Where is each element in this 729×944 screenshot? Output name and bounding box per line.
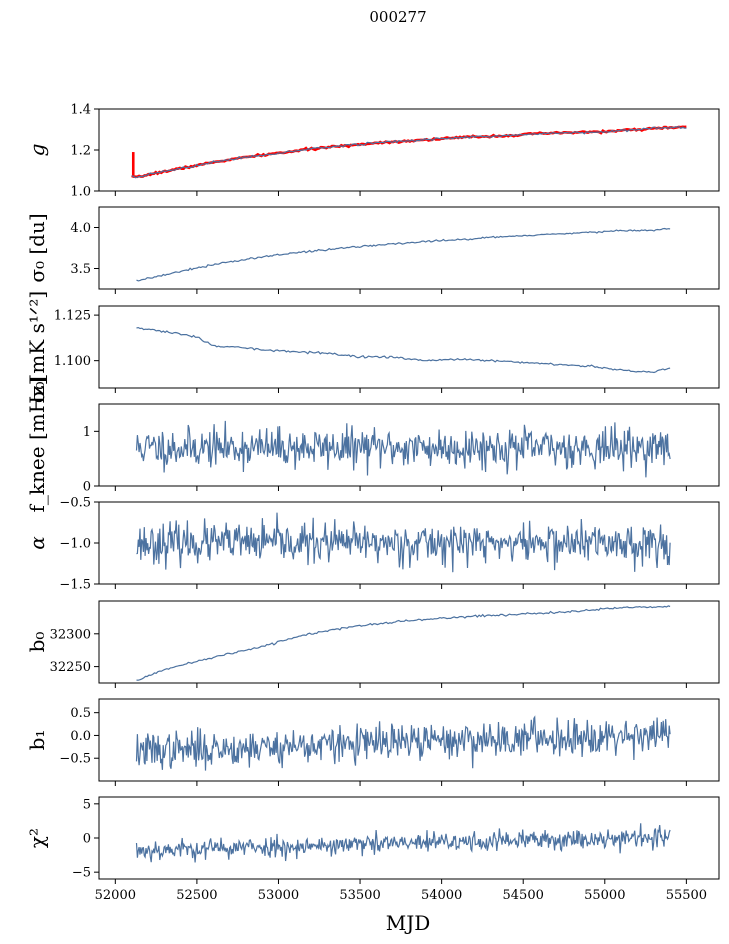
panel-8-ytick-label: −5 — [72, 866, 91, 881]
panel-6-series-1 — [136, 605, 671, 681]
x-axis-label: MJD — [386, 911, 431, 935]
xtick-label: 54500 — [503, 888, 544, 903]
panel-2-ytick-label: 4.0 — [70, 221, 91, 236]
panel-7-ytick-label: 0.5 — [70, 706, 91, 721]
panel-6-ytick-label: 32300 — [50, 627, 91, 642]
panel-2-ylabel: σ₀ [du] — [25, 213, 49, 282]
panel-7-series-1 — [135, 715, 671, 771]
panel-3-series-1 — [136, 326, 671, 374]
panel-4: 0 1 f_knee [mHz] — [25, 378, 720, 513]
panel-2-series-1 — [136, 227, 671, 282]
xtick-label: 53000 — [258, 888, 299, 903]
xtick-label: 54000 — [421, 888, 462, 903]
panel-2-frame — [98, 206, 720, 290]
panel-1-frame — [98, 108, 720, 192]
xtick-label: 53500 — [339, 888, 380, 903]
panel-5: −1.5 −1.0 −0.5 α — [25, 496, 720, 593]
panel-3: 1.100 1.125 σ₀[mK s¹ᐟ²] — [25, 291, 720, 403]
panel-7: −0.5 0.0 0.5 b₁ — [25, 698, 720, 786]
panel-4-frame — [98, 403, 720, 487]
xtick-label: 52500 — [176, 888, 217, 903]
xtick-label: 55500 — [666, 888, 707, 903]
panel-1-series-1 — [131, 125, 687, 179]
panel-1-series-2 — [131, 125, 687, 179]
panel-7-frame — [98, 698, 720, 782]
panel-7-ytick-label: 0.0 — [70, 729, 91, 744]
figure-title: 000277 — [369, 8, 426, 26]
panel-8-series-1 — [135, 823, 671, 863]
panel-1: 1.0 1.2 1.4 g — [25, 103, 720, 200]
panel-7-ylabel: b₁ — [25, 730, 49, 751]
panel-1-ytick-label: 1.0 — [70, 185, 91, 200]
panel-8-ytick-label: 0 — [83, 832, 91, 847]
panel-2: 3.5 4.0 σ₀ [du] — [25, 206, 720, 294]
panel-5-ylabel: α — [25, 536, 49, 550]
panel-1-ytick-label: 1.2 — [70, 144, 91, 159]
panel-4-ylabel: f_knee [mHz] — [25, 378, 49, 513]
xtick-label: 55000 — [584, 888, 625, 903]
panel-6-ylabel: b₀ — [25, 632, 49, 653]
panel-8: −5 0 5 52000 52500 53000 53500 54000 54500 55000 5… — [25, 796, 720, 903]
panel-3-frame — [98, 305, 720, 389]
panel-7-ytick-label: −0.5 — [59, 752, 91, 767]
panel-5-series-1 — [136, 512, 671, 573]
panel-8-ylabel: χ² — [25, 828, 49, 848]
panel-6-ytick-label: 32250 — [50, 660, 91, 675]
panel-3-ylabel: σ₀[mK s¹ᐟ²] — [25, 291, 49, 403]
panel-6-frame — [98, 600, 720, 684]
panel-1-ylabel: g — [25, 144, 49, 157]
panel-3-ytick-label: 1.100 — [54, 354, 91, 369]
panel-5-ytick-label: −1.5 — [59, 578, 91, 593]
panel-1-ytick-label: 1.4 — [70, 103, 91, 118]
panel-8-ytick-label: 5 — [83, 797, 91, 812]
panel-4-ytick-label: 0 — [83, 480, 91, 495]
panel-5-ytick-label: −0.5 — [59, 496, 91, 511]
panel-2-ytick-label: 3.5 — [70, 262, 91, 277]
panel-5-ytick-label: −1.0 — [59, 537, 91, 552]
xtick-label: 52000 — [95, 888, 136, 903]
panel-4-ytick-label: 1 — [83, 425, 91, 440]
panel-3-ytick-label: 1.125 — [54, 309, 91, 324]
panel-4-series-1 — [135, 420, 671, 478]
